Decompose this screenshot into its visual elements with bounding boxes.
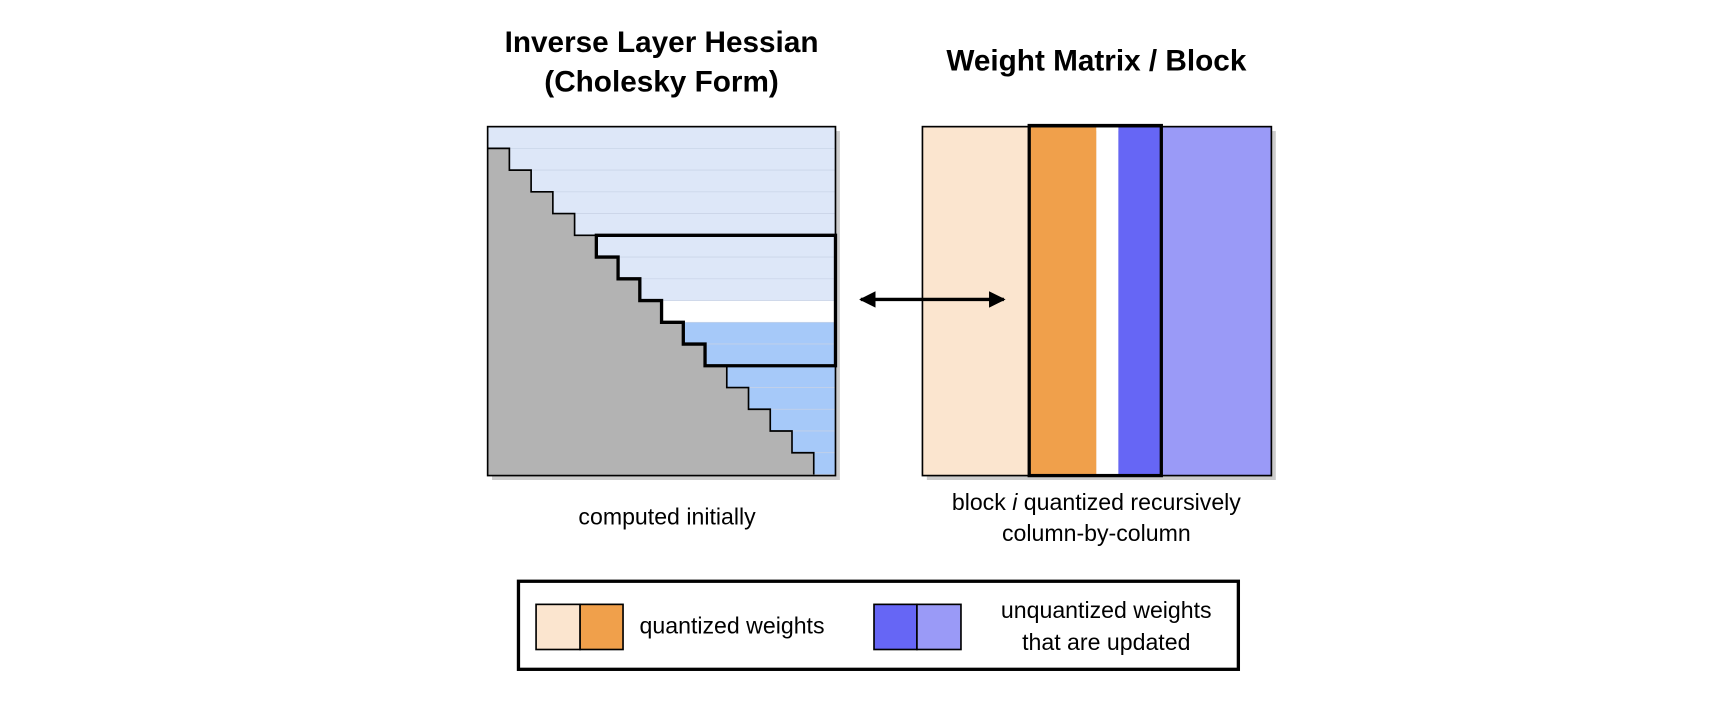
left-caption: computed initially [578, 504, 756, 530]
unquantized-region [1161, 126, 1272, 476]
hessian-row [530, 169, 836, 193]
block-quantized [1029, 126, 1097, 476]
hessian-row [596, 235, 836, 258]
hessian-row [791, 430, 836, 454]
swatch [873, 603, 918, 651]
swatch [535, 603, 581, 651]
left-title: (Cholesky Form) [544, 66, 779, 99]
hessian-row [639, 278, 836, 301]
right-caption: block i quantized recursively [952, 489, 1241, 515]
hessian-row [661, 300, 836, 323]
legend-label: quantized weights [640, 613, 825, 639]
hessian-row [509, 148, 836, 171]
legend: quantized weights unquantized weights th… [516, 579, 1241, 671]
hessian-row [617, 256, 836, 280]
hessian-row [748, 387, 836, 410]
legend-label: that are updated [1022, 629, 1190, 655]
hessian-row [726, 365, 836, 388]
swatch [916, 603, 962, 651]
right-caption: column-by-column [1002, 520, 1191, 546]
caption-part: block [952, 489, 1012, 515]
hessian-row [552, 191, 836, 214]
caption-part: quantized recursively [1017, 489, 1241, 515]
hessian-row [487, 126, 836, 149]
hessian-row [682, 321, 836, 345]
hessian-row [574, 213, 836, 236]
hessian-row [704, 343, 836, 367]
caption-italic: i [1012, 489, 1018, 515]
left-title: Inverse Layer Hessian [505, 26, 819, 59]
hessian-row [813, 452, 836, 475]
block-border [594, 233, 838, 368]
current-column [1096, 126, 1119, 476]
block-unquantized [1118, 126, 1162, 476]
block-border [1027, 123, 1163, 478]
hessian-row [769, 408, 836, 432]
swatch [579, 603, 624, 651]
right-title: Weight Matrix / Block [946, 45, 1246, 78]
legend-label: unquantized weights [1001, 597, 1212, 623]
hessian-matrix [486, 125, 840, 480]
weight-matrix [921, 123, 1276, 480]
